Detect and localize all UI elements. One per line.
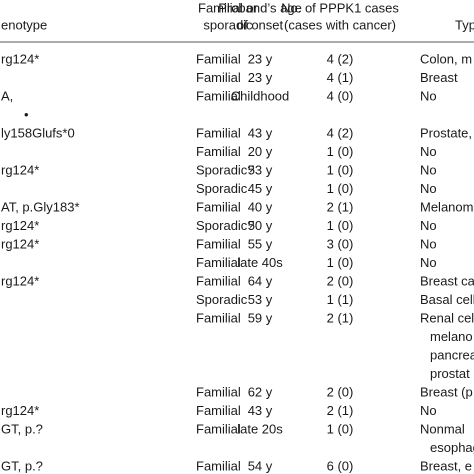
familial: Familial — [196, 51, 241, 66]
header-cell: sporadic — [203, 17, 253, 32]
cases: 1 (0) — [327, 255, 354, 270]
cases: 2 (1) — [327, 310, 354, 325]
familial: Familial — [196, 70, 241, 85]
cases: 1 (0) — [327, 421, 354, 436]
age: 20 y — [248, 144, 273, 159]
cancer-type: No — [420, 181, 437, 196]
age: 43 y — [248, 403, 273, 418]
age: 45 y — [248, 181, 273, 196]
cases: 4 (2) — [327, 51, 354, 66]
cancer-type: Renal cel — [420, 310, 474, 325]
age: 50 y — [248, 218, 273, 233]
cancer-type: No — [420, 255, 437, 270]
cases: 3 (0) — [327, 236, 354, 251]
age: 62 y — [248, 384, 273, 399]
genotype: AT, p.Gly183* — [1, 199, 80, 214]
cases: 2 (0) — [327, 384, 354, 399]
familial: Sporadic — [196, 292, 248, 307]
cancer-type: No — [420, 144, 437, 159]
age: 43 y — [248, 125, 273, 140]
familial: Sporadic? — [196, 218, 255, 233]
age: 54 y — [248, 458, 273, 473]
familial: Familial — [196, 88, 241, 103]
cancer-type: Breast — [420, 70, 458, 85]
cases: 1 (0) — [327, 218, 354, 233]
cases: 2 (1) — [327, 199, 354, 214]
genotype: GT, p.? — [1, 458, 43, 473]
header-cell: Typ — [455, 17, 474, 32]
cancer-type: esophag — [430, 440, 474, 455]
familial: Familial — [196, 144, 241, 159]
genotype: A, — [1, 88, 13, 103]
familial: Sporadic? — [196, 162, 255, 177]
genotype: rg124* — [1, 162, 39, 177]
age: late 20s — [237, 421, 283, 436]
cancer-type: melano — [430, 329, 473, 344]
genotype: rg124* — [1, 273, 39, 288]
familial: Familial — [196, 273, 241, 288]
genotype: rg124* — [1, 403, 39, 418]
genotype: GT, p.? — [1, 421, 43, 436]
cancer-type: No — [420, 218, 437, 233]
cancer-type: Melanom — [420, 199, 473, 214]
genotype: rg124* — [1, 236, 39, 251]
age: 23 y — [248, 70, 273, 85]
age: late 40s — [237, 255, 283, 270]
cancer-type: No — [420, 236, 437, 251]
cases: 2 (1) — [327, 403, 354, 418]
age: 40 y — [248, 199, 273, 214]
cancer-type: Nonmal — [420, 421, 465, 436]
cancer-type: No — [420, 403, 437, 418]
age: 53 y — [248, 292, 273, 307]
familial: Familial — [196, 403, 241, 418]
familial: Familial — [196, 458, 241, 473]
familial: Familial — [196, 199, 241, 214]
age: 59 y — [248, 310, 273, 325]
genotype: • — [24, 107, 29, 122]
familial: Familial — [196, 125, 241, 140]
genotype: rg124* — [1, 51, 39, 66]
header-cell: Familial or — [198, 0, 259, 15]
familial: Familial — [196, 384, 241, 399]
genotype: rg124* — [1, 218, 39, 233]
cases: 4 (2) — [327, 125, 354, 140]
cases: 1 (0) — [327, 162, 354, 177]
cancer-type: pancrea — [430, 347, 474, 362]
cancer-type: Breast, e — [420, 458, 472, 473]
header-cell: No. of PPPK1 cases — [281, 0, 399, 15]
genotype: ly158Glufs*0 — [1, 125, 75, 140]
header-cell: of onset — [237, 17, 284, 32]
header-cell: enotype — [1, 17, 47, 32]
age: Childhood — [231, 88, 290, 103]
cases: 4 (0) — [327, 88, 354, 103]
cases: 1 (1) — [327, 292, 354, 307]
age: 53 y — [248, 162, 273, 177]
cancer-type: prostat — [430, 366, 470, 381]
cancer-type: Basal cell — [420, 292, 474, 307]
cases: 6 (0) — [327, 458, 354, 473]
cancer-type: Prostate, — [420, 125, 472, 140]
familial: Familial — [196, 310, 241, 325]
cancer-type: Colon, m — [420, 51, 472, 66]
age: 55 y — [248, 236, 273, 251]
cases: 2 (0) — [327, 273, 354, 288]
familial: Sporadic — [196, 181, 248, 196]
age: 23 y — [248, 51, 273, 66]
familial: Familial — [196, 255, 241, 270]
familial: Familial — [196, 421, 241, 436]
cancer-type: Breast ca — [420, 273, 474, 288]
cases: 4 (1) — [327, 70, 354, 85]
cancer-type: No — [420, 88, 437, 103]
header-cell: Proband’s age — [218, 0, 302, 15]
cases: 1 (0) — [327, 144, 354, 159]
familial: Familial — [196, 236, 241, 251]
cases: 1 (0) — [327, 181, 354, 196]
cancer-type: No — [420, 162, 437, 177]
cancer-type: Breast (p — [420, 384, 473, 399]
header-cell: (cases with cancer) — [284, 17, 396, 32]
age: 64 y — [248, 273, 273, 288]
